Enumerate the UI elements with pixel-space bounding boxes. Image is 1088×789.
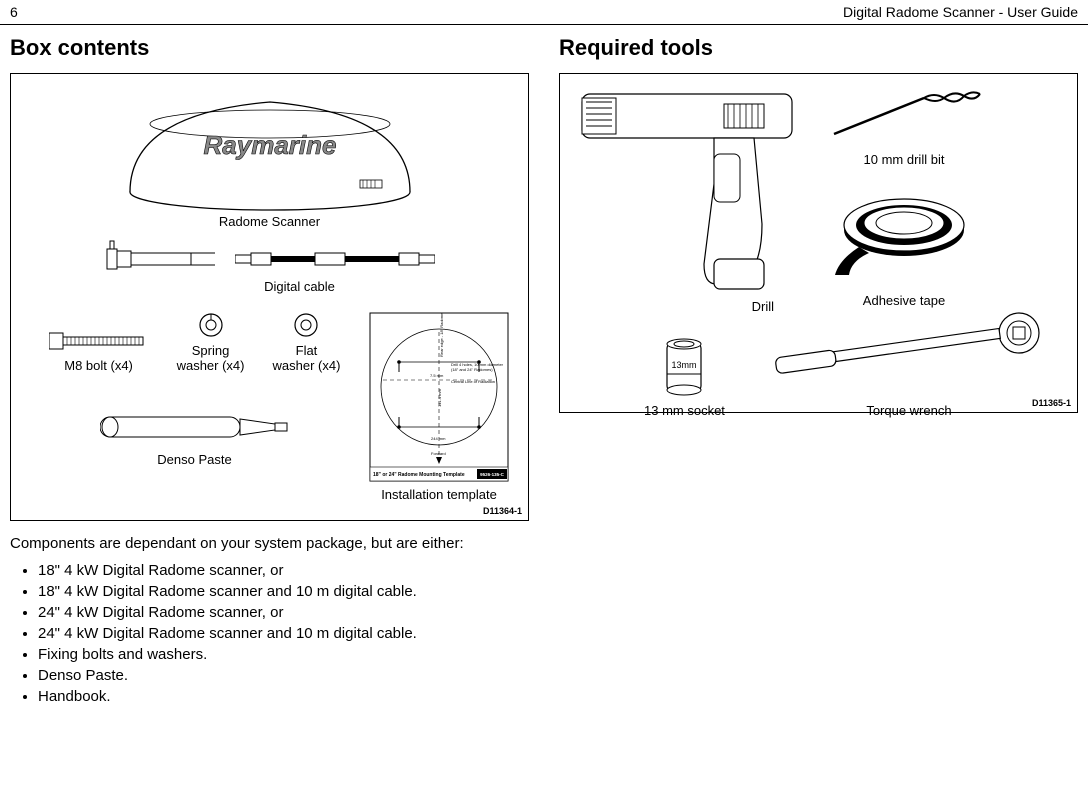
flat-washer-illustration (293, 312, 319, 338)
denso-paste-illustration (100, 407, 290, 447)
flat-washer-label: Flat washer (x4) (273, 343, 341, 373)
rj-connector-illustration (105, 239, 215, 279)
adhesive-tape-illustration (829, 185, 979, 285)
socket-label: 13 mm socket (644, 403, 725, 418)
installation-template-label: Installation template (364, 487, 514, 502)
list-item: Denso Paste. (38, 667, 529, 684)
guide-title: Digital Radome Scanner - User Guide (843, 4, 1078, 20)
content-columns: Box contents Raymarine Radome Scanner (0, 25, 1088, 709)
denso-paste-label: Denso Paste (25, 452, 364, 467)
list-item: 24" 4 kW Digital Radome scanner and 10 m… (38, 625, 529, 642)
required-tools-heading: Required tools (559, 35, 1078, 61)
required-tools-panel: Drill 10 mm drill bit (559, 73, 1078, 413)
drill-illustration (574, 84, 804, 294)
components-list: 18" 4 kW Digital Radome scanner, or 18" … (10, 562, 529, 705)
torque-wrench-label: Torque wrench (755, 403, 1063, 418)
spring-washer-illustration (198, 312, 224, 338)
installation-template-illustration: 141.4 mm Rear edge - 18" Radome 7.5 mm D… (369, 312, 509, 482)
bolt-illustration (49, 329, 149, 353)
list-item: 18" 4 kW Digital Radome scanner, or (38, 562, 529, 579)
adhesive-tape-label: Adhesive tape (863, 293, 945, 308)
drill-bit-illustration (824, 84, 984, 144)
svg-text:Raymarine: Raymarine (203, 130, 336, 160)
template-forward-text: Forward (431, 451, 446, 456)
radome-scanner-label: Radome Scanner (25, 214, 514, 229)
socket-mark-text: 13mm (672, 360, 697, 370)
radome-scanner-illustration: Raymarine (120, 84, 420, 214)
right-figure-id: D11365-1 (1032, 398, 1071, 408)
template-edge-text: Rear edge - 18" Radome (439, 312, 444, 357)
right-column: Required tools (559, 35, 1078, 709)
page-header: 6 Digital Radome Scanner - User Guide (0, 0, 1088, 25)
list-item: Fixing bolts and washers. (38, 646, 529, 663)
template-holes-text-2: (18" and 24" Radomes) (451, 367, 493, 372)
template-title-text: 18" or 24" Radome Mounting Template (373, 472, 465, 478)
list-item: 18" 4 kW Digital Radome scanner and 10 m… (38, 583, 529, 600)
left-column: Box contents Raymarine Radome Scanner (10, 35, 529, 709)
template-dim-text: 141.4 mm (437, 389, 442, 407)
list-item: Handbook. (38, 688, 529, 705)
template-centerline-text: Central Line of Radiation (451, 379, 495, 384)
list-item: 24" 4 kW Digital Radome scanner, or (38, 604, 529, 621)
components-intro: Components are dependant on your system … (10, 535, 529, 552)
socket-illustration: 13mm (657, 338, 711, 398)
box-contents-heading: Box contents (10, 35, 529, 61)
torque-wrench-illustration (769, 308, 1049, 398)
left-figure-id: D11364-1 (483, 506, 522, 516)
box-contents-panel: Raymarine Radome Scanner (10, 73, 529, 521)
spring-washer-label: Spring washer (x4) (177, 343, 245, 373)
digital-cable-illustration (235, 247, 435, 271)
template-244mm: 244 mm (431, 436, 446, 441)
bolt-label: M8 bolt (x4) (49, 358, 149, 373)
page-number: 6 (10, 4, 18, 20)
template-dim2-text: 7.5 mm (430, 373, 444, 378)
template-code-text: 9526-135-C (480, 472, 505, 477)
drill-bit-label: 10 mm drill bit (864, 152, 945, 167)
digital-cable-label: Digital cable (25, 279, 514, 294)
